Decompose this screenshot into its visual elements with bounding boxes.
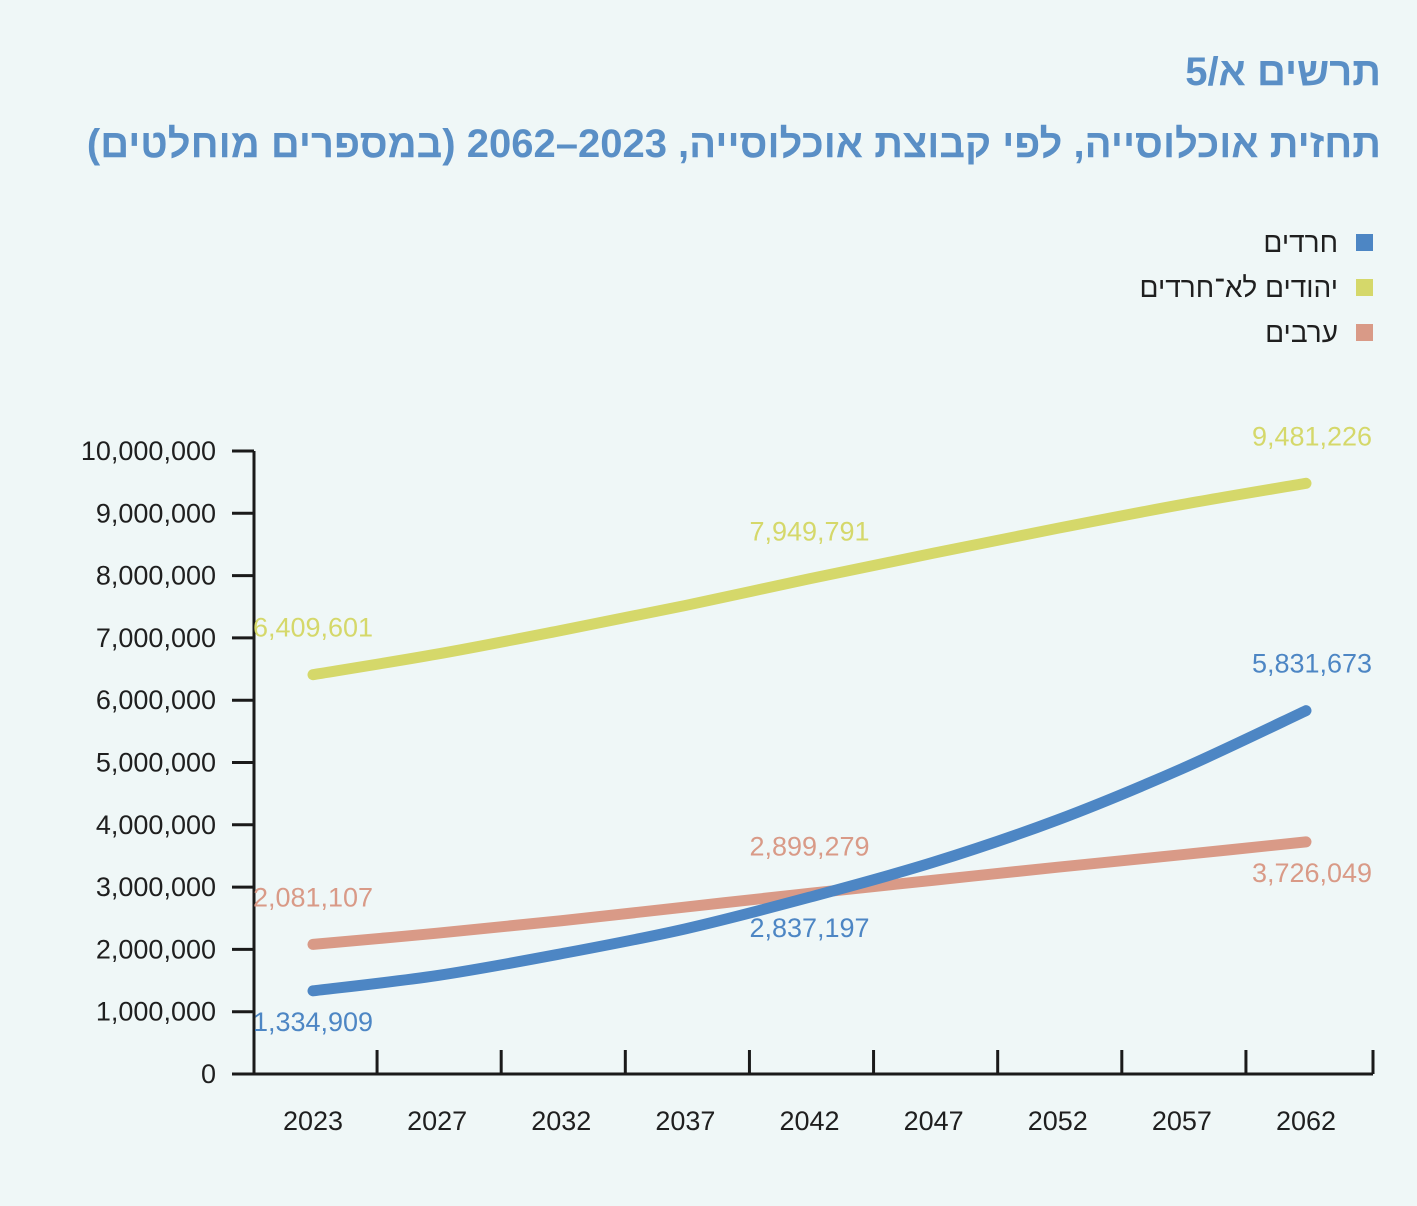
legend-swatch-arabs xyxy=(1356,324,1373,341)
data-label-non-haredi-jews: 9,481,226 xyxy=(1252,421,1372,451)
legend-swatch-non-haredi-jews xyxy=(1356,279,1373,296)
y-tick-label: 6,000,000 xyxy=(96,685,216,715)
x-tick-label: 2037 xyxy=(655,1106,715,1136)
data-label-haredim: 5,831,673 xyxy=(1252,649,1372,679)
legend-item-haredim: חרדים xyxy=(1140,220,1373,265)
x-tick-label: 2062 xyxy=(1276,1106,1336,1136)
x-tick-label: 2047 xyxy=(904,1106,964,1136)
y-tick-label: 3,000,000 xyxy=(96,872,216,902)
data-label-haredim: 2,837,197 xyxy=(749,913,869,943)
legend-label-haredim: חרדים xyxy=(1263,226,1338,258)
y-tick-label: 4,000,000 xyxy=(96,810,216,840)
x-tick-label: 2027 xyxy=(407,1106,467,1136)
series-line-non-haredi-jews xyxy=(307,477,1312,681)
x-tick-label: 2032 xyxy=(531,1106,591,1136)
y-tick-label: 2,000,000 xyxy=(96,934,216,964)
y-tick-label: 1,000,000 xyxy=(96,997,216,1027)
data-label-arabs: 2,899,279 xyxy=(749,831,869,861)
y-tick-label: 0 xyxy=(201,1059,216,1089)
chart-title: תחזית אוכלוסייה, לפי קבוצת אוכלוסייה, 20… xyxy=(86,122,1381,166)
x-tick-label: 2023 xyxy=(283,1106,343,1136)
legend: חרדים יהודים לא־חרדים ערבים xyxy=(1140,220,1373,355)
legend-item-arabs: ערבים xyxy=(1140,310,1373,355)
y-tick-label: 7,000,000 xyxy=(96,623,216,653)
y-tick-label: 10,000,000 xyxy=(81,436,216,466)
data-label-arabs: 3,726,049 xyxy=(1252,858,1372,888)
legend-label-arabs: ערבים xyxy=(1265,316,1338,348)
x-tick-label: 2057 xyxy=(1152,1106,1212,1136)
legend-swatch-haredim xyxy=(1356,234,1373,251)
legend-item-non-haredi-jews: יהודים לא־חרדים xyxy=(1140,265,1373,310)
figure-label: תרשים א/5 xyxy=(1185,50,1381,94)
y-tick-label: 8,000,000 xyxy=(96,561,216,591)
legend-label-non-haredi-jews: יהודים לא־חרדים xyxy=(1139,271,1338,303)
x-tick-label: 2052 xyxy=(1028,1106,1088,1136)
y-tick-label: 5,000,000 xyxy=(96,748,216,778)
data-label-haredim: 1,334,909 xyxy=(253,1007,373,1037)
x-tick-label: 2042 xyxy=(779,1106,839,1136)
data-label-non-haredi-jews: 6,409,601 xyxy=(253,613,373,643)
data-label-non-haredi-jews: 7,949,791 xyxy=(749,517,869,547)
y-tick-label: 9,000,000 xyxy=(96,498,216,528)
data-label-arabs: 2,081,107 xyxy=(253,882,373,912)
